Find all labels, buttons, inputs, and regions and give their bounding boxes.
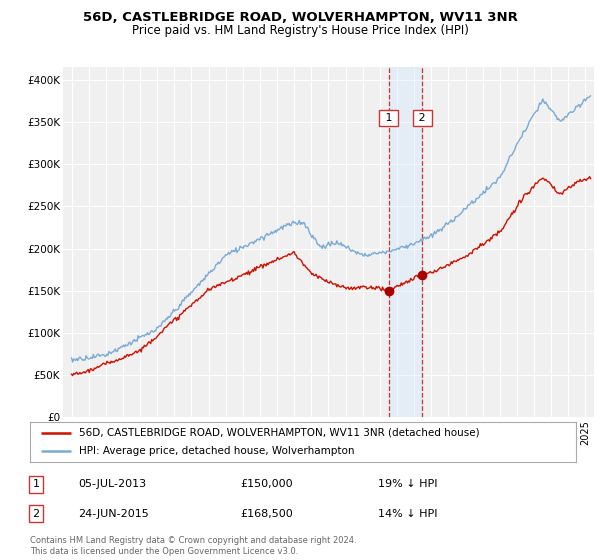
Bar xyxy=(389,67,422,417)
Text: 14% ↓ HPI: 14% ↓ HPI xyxy=(378,508,437,519)
Text: 56D, CASTLEBRIDGE ROAD, WOLVERHAMPTON, WV11 3NR: 56D, CASTLEBRIDGE ROAD, WOLVERHAMPTON, W… xyxy=(83,11,517,24)
Text: 56D, CASTLEBRIDGE ROAD, WOLVERHAMPTON, WV11 3NR (detached house): 56D, CASTLEBRIDGE ROAD, WOLVERHAMPTON, W… xyxy=(79,428,480,437)
Text: Price paid vs. HM Land Registry's House Price Index (HPI): Price paid vs. HM Land Registry's House … xyxy=(131,24,469,36)
Text: 1: 1 xyxy=(382,113,395,123)
Text: 05-JUL-2013: 05-JUL-2013 xyxy=(78,479,146,489)
Text: 24-JUN-2015: 24-JUN-2015 xyxy=(78,508,149,519)
Text: HPI: Average price, detached house, Wolverhampton: HPI: Average price, detached house, Wolv… xyxy=(79,446,355,456)
Text: Contains HM Land Registry data © Crown copyright and database right 2024.
This d: Contains HM Land Registry data © Crown c… xyxy=(30,536,356,556)
Text: 1: 1 xyxy=(32,479,40,489)
Text: 2: 2 xyxy=(415,113,430,123)
Text: £150,000: £150,000 xyxy=(240,479,293,489)
Text: 19% ↓ HPI: 19% ↓ HPI xyxy=(378,479,437,489)
Text: £168,500: £168,500 xyxy=(240,508,293,519)
Text: 2: 2 xyxy=(32,508,40,519)
